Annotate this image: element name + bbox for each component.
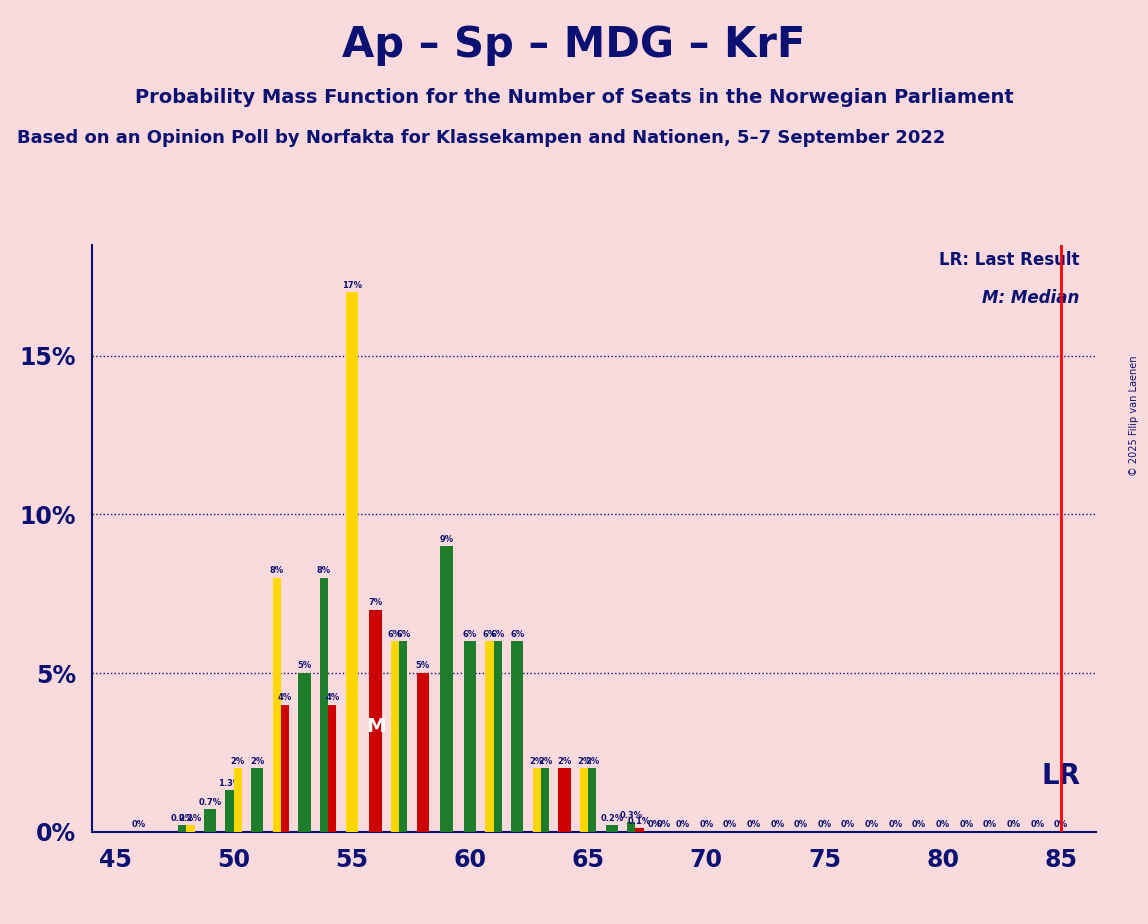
Text: 0%: 0%	[841, 821, 855, 829]
Text: 17%: 17%	[342, 281, 362, 290]
Bar	[511, 641, 523, 832]
Bar	[273, 578, 281, 832]
Bar	[225, 790, 234, 832]
Text: 7%: 7%	[369, 598, 382, 607]
Bar	[494, 641, 502, 832]
Text: 8%: 8%	[270, 566, 284, 576]
Text: © 2025 Filip van Laenen: © 2025 Filip van Laenen	[1130, 356, 1139, 476]
Text: 2%: 2%	[529, 757, 544, 766]
Text: 0.2%: 0.2%	[171, 814, 194, 822]
Bar	[234, 768, 242, 832]
Text: Ap – Sp – MDG – KrF: Ap – Sp – MDG – KrF	[342, 24, 806, 66]
Bar	[533, 768, 541, 832]
Text: 2%: 2%	[250, 757, 264, 766]
Bar	[400, 641, 408, 832]
Bar	[464, 641, 476, 832]
Bar	[558, 768, 571, 832]
Text: 0%: 0%	[676, 821, 690, 829]
Text: M: M	[366, 717, 385, 736]
Text: 0%: 0%	[723, 821, 737, 829]
Bar	[186, 825, 195, 832]
Text: 0%: 0%	[912, 821, 926, 829]
Text: 2%: 2%	[538, 757, 552, 766]
Bar	[281, 705, 289, 832]
Text: 6%: 6%	[482, 630, 497, 638]
Text: 0.3%: 0.3%	[620, 810, 643, 820]
Text: 5%: 5%	[416, 662, 429, 671]
Bar	[627, 822, 636, 832]
Text: 6%: 6%	[510, 630, 525, 638]
Text: 0%: 0%	[1054, 821, 1068, 829]
Text: 0%: 0%	[1007, 821, 1021, 829]
Text: Probability Mass Function for the Number of Seats in the Norwegian Parliament: Probability Mass Function for the Number…	[134, 88, 1014, 107]
Text: 0%: 0%	[699, 821, 713, 829]
Text: 0%: 0%	[983, 821, 998, 829]
Bar	[606, 825, 618, 832]
Bar	[580, 768, 588, 832]
Text: 0.2%: 0.2%	[179, 814, 202, 822]
Bar	[204, 809, 216, 832]
Text: 0%: 0%	[1030, 821, 1045, 829]
Bar	[541, 768, 549, 832]
Text: 9%: 9%	[440, 535, 453, 543]
Bar	[417, 673, 429, 832]
Text: 1.3%: 1.3%	[218, 779, 241, 788]
Text: M: Median: M: Median	[983, 289, 1080, 308]
Bar	[370, 610, 381, 832]
Text: 5%: 5%	[297, 662, 312, 671]
Bar	[390, 641, 400, 832]
Bar	[178, 825, 186, 832]
Text: 0%: 0%	[132, 821, 146, 829]
Text: Based on an Opinion Poll by Norfakta for Klassekampen and Nationen, 5–7 Septembe: Based on an Opinion Poll by Norfakta for…	[17, 129, 946, 147]
Bar	[320, 578, 328, 832]
Text: 0%: 0%	[770, 821, 784, 829]
Text: 6%: 6%	[463, 630, 478, 638]
Bar	[486, 641, 494, 832]
Bar	[346, 292, 358, 832]
Text: 2%: 2%	[577, 757, 591, 766]
Bar	[328, 705, 336, 832]
Text: 6%: 6%	[490, 630, 505, 638]
Text: LR: LR	[1042, 762, 1081, 790]
Text: 0.2%: 0.2%	[600, 814, 623, 822]
Text: 0%: 0%	[960, 821, 974, 829]
Text: 2%: 2%	[585, 757, 599, 766]
Text: 0%: 0%	[889, 821, 902, 829]
Text: 0.1%: 0.1%	[628, 817, 651, 826]
Text: 0.7%: 0.7%	[199, 797, 222, 807]
Text: LR: Last Result: LR: Last Result	[939, 251, 1080, 269]
Text: 0%: 0%	[864, 821, 879, 829]
Bar	[588, 768, 597, 832]
Bar	[440, 546, 452, 832]
Text: 0%: 0%	[647, 821, 662, 829]
Bar	[251, 768, 264, 832]
Text: 0%: 0%	[793, 821, 808, 829]
Bar	[298, 673, 311, 832]
Text: 6%: 6%	[396, 630, 410, 638]
Text: 2%: 2%	[231, 757, 245, 766]
Text: 0%: 0%	[657, 821, 670, 829]
Text: 0%: 0%	[817, 821, 831, 829]
Text: 4%: 4%	[325, 693, 340, 702]
Text: 4%: 4%	[278, 693, 293, 702]
Text: 0%: 0%	[936, 821, 949, 829]
Text: 2%: 2%	[558, 757, 572, 766]
Bar	[636, 829, 644, 832]
Text: 0%: 0%	[746, 821, 761, 829]
Text: 6%: 6%	[388, 630, 402, 638]
Text: 8%: 8%	[317, 566, 331, 576]
